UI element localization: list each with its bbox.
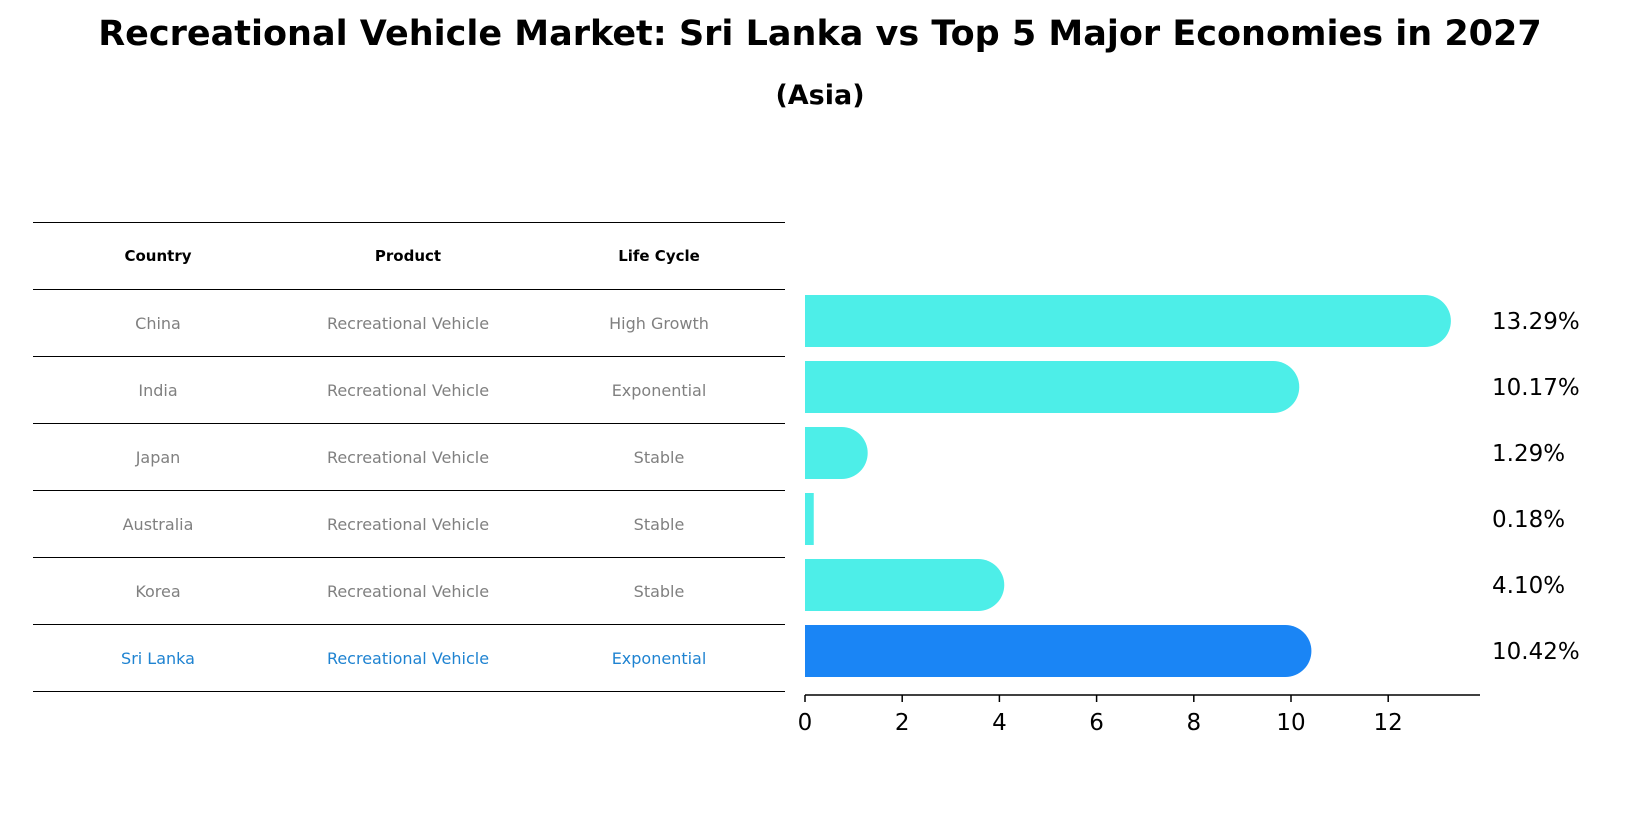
country-cell: China: [135, 313, 181, 333]
product-cell: Recreational Vehicle: [326, 313, 490, 333]
value-label: 4.10%: [1492, 573, 1565, 599]
bar-sri-lanka: [805, 625, 1312, 677]
bar-australia: [805, 493, 814, 545]
life-cycle-cell: High Growth: [609, 313, 709, 333]
product-cell: Recreational Vehicle: [326, 581, 490, 601]
table-row: India Recreational Vehicle Exponential: [33, 357, 785, 424]
product-cell: Recreational Vehicle: [326, 514, 490, 534]
table-row: China Recreational Vehicle High Growth: [33, 290, 785, 357]
product-cell: Recreational Vehicle: [326, 380, 490, 400]
table-header-row: Country Product Life Cycle: [33, 222, 785, 290]
product-cell: Recreational Vehicle: [326, 648, 490, 668]
x-tick-label: 0: [798, 710, 813, 736]
value-label: 1.29%: [1492, 441, 1565, 467]
product-cell: Recreational Vehicle: [326, 447, 490, 467]
country-cell: Korea: [135, 581, 181, 601]
country-table: Country Product Life Cycle China Recreat…: [33, 222, 785, 692]
table-row: Japan Recreational Vehicle Stable: [33, 424, 785, 491]
value-label: 13.29%: [1492, 309, 1580, 335]
chart-subtitle: (Asia): [775, 80, 865, 111]
value-label: 0.18%: [1492, 507, 1565, 533]
x-tick-label: 8: [1186, 710, 1201, 736]
header-product: Product: [374, 247, 442, 265]
chart-title: Recreational Vehicle Market: Sri Lanka v…: [98, 14, 1542, 54]
x-tick-label: 10: [1276, 710, 1305, 736]
life-cycle-cell: Stable: [633, 447, 685, 467]
x-tick-label: 12: [1374, 710, 1403, 736]
value-label: 10.42%: [1492, 639, 1580, 665]
header-country: Country: [124, 247, 192, 265]
life-cycle-cell: Stable: [633, 581, 685, 601]
x-tick-label: 2: [895, 710, 910, 736]
table-row-highlight: Sri Lanka Recreational Vehicle Exponenti…: [33, 625, 785, 692]
bar-korea: [805, 559, 1005, 611]
bar-japan: [805, 427, 868, 479]
life-cycle-cell: Exponential: [611, 380, 707, 400]
country-cell: India: [138, 380, 178, 400]
bar-india: [805, 361, 1300, 413]
life-cycle-cell: Stable: [633, 514, 685, 534]
header-life-cycle: Life Cycle: [618, 247, 700, 265]
country-cell: Sri Lanka: [121, 648, 195, 668]
bar-china: [805, 295, 1451, 347]
table-row: Korea Recreational Vehicle Stable: [33, 558, 785, 625]
life-cycle-cell: Exponential: [611, 648, 707, 668]
x-tick-label: 6: [1089, 710, 1104, 736]
table-row: Australia Recreational Vehicle Stable: [33, 491, 785, 558]
x-tick-label: 4: [992, 710, 1007, 736]
country-cell: Australia: [122, 514, 194, 534]
country-cell: Japan: [135, 447, 181, 467]
value-label: 10.17%: [1492, 375, 1580, 401]
